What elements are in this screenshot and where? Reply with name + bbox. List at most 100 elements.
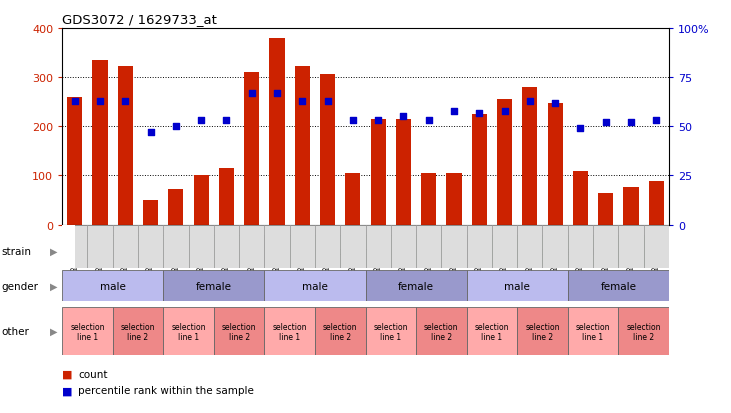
Text: female: female	[600, 281, 636, 291]
Point	[448, 108, 460, 114]
Bar	[442, 225, 466, 268]
Bar	[213, 225, 239, 268]
Text: female: female	[398, 281, 434, 291]
Bar	[518, 225, 542, 268]
Point	[170, 124, 182, 131]
Bar	[194, 176, 209, 225]
Text: ■: ■	[62, 385, 72, 395]
Point	[246, 90, 257, 97]
Bar	[163, 308, 213, 355]
Bar	[168, 190, 183, 225]
Text: selection
line 1: selection line 1	[374, 322, 408, 341]
Bar	[118, 67, 133, 225]
Bar	[466, 271, 568, 301]
Bar	[371, 120, 386, 225]
Bar	[497, 100, 512, 225]
Text: ▶: ▶	[50, 281, 57, 291]
Bar	[598, 193, 613, 225]
Text: control: control	[145, 246, 181, 256]
Text: ■: ■	[62, 369, 72, 379]
Bar	[265, 308, 315, 355]
Text: alcohol resistant: alcohol resistant	[322, 246, 409, 256]
Bar	[219, 169, 234, 225]
Bar	[67, 97, 83, 225]
Bar	[320, 74, 335, 225]
Point	[221, 118, 232, 124]
Bar	[568, 308, 618, 355]
Bar	[542, 225, 568, 268]
Bar	[189, 225, 213, 268]
Bar	[643, 225, 669, 268]
Text: selection
line 1: selection line 1	[171, 322, 206, 341]
Text: selection
line 2: selection line 2	[626, 322, 661, 341]
Text: selection
line 2: selection line 2	[121, 322, 155, 341]
Text: count: count	[78, 369, 107, 379]
Bar	[618, 225, 643, 268]
Point	[322, 98, 333, 105]
Bar	[395, 120, 411, 225]
Bar	[88, 225, 113, 268]
Bar	[466, 308, 518, 355]
Bar	[669, 225, 681, 268]
Bar	[62, 225, 75, 268]
Bar	[315, 308, 366, 355]
Point	[625, 120, 637, 126]
Bar	[421, 173, 436, 225]
Bar	[315, 225, 340, 268]
Point	[499, 108, 510, 114]
Bar	[522, 88, 537, 225]
Bar	[163, 271, 265, 301]
Bar	[113, 308, 163, 355]
Text: alcohol sensitive: alcohol sensitive	[524, 246, 611, 256]
Text: female: female	[196, 281, 232, 291]
Text: other: other	[1, 326, 29, 337]
Point	[474, 110, 485, 116]
Text: male: male	[504, 281, 530, 291]
Text: ▶: ▶	[50, 246, 57, 256]
Point	[398, 114, 409, 121]
Point	[145, 130, 156, 136]
Bar	[447, 173, 461, 225]
Text: male: male	[99, 281, 126, 291]
Bar	[568, 271, 669, 301]
Bar	[648, 182, 664, 225]
Bar	[62, 271, 163, 301]
Point	[297, 98, 308, 105]
Bar	[143, 201, 158, 225]
Bar	[62, 308, 113, 355]
Bar	[113, 225, 138, 268]
Bar	[466, 225, 492, 268]
Point	[651, 118, 662, 124]
Point	[600, 120, 612, 126]
Text: ▶: ▶	[50, 326, 57, 337]
Text: selection
line 1: selection line 1	[70, 322, 105, 341]
Bar	[138, 225, 163, 268]
Bar	[289, 225, 315, 268]
Point	[347, 118, 359, 124]
Text: GDS3072 / 1629733_at: GDS3072 / 1629733_at	[62, 13, 217, 26]
Bar	[391, 225, 416, 268]
Point	[271, 90, 283, 97]
Text: gender: gender	[1, 281, 39, 291]
Text: selection
line 1: selection line 1	[474, 322, 510, 341]
Bar	[624, 188, 638, 225]
Bar	[548, 104, 563, 225]
Bar	[244, 73, 260, 225]
Text: male: male	[302, 281, 328, 291]
Bar	[213, 308, 265, 355]
Bar	[239, 225, 265, 268]
Bar	[492, 225, 518, 268]
Bar	[92, 61, 107, 225]
Text: selection
line 2: selection line 2	[424, 322, 458, 341]
Bar	[265, 225, 289, 268]
Point	[524, 98, 536, 105]
Bar	[62, 235, 265, 266]
Text: selection
line 2: selection line 2	[323, 322, 357, 341]
Text: percentile rank within the sample: percentile rank within the sample	[78, 385, 254, 395]
Bar	[416, 308, 466, 355]
Bar	[466, 235, 669, 266]
Point	[575, 126, 586, 132]
Bar	[345, 173, 360, 225]
Bar	[568, 225, 593, 268]
Bar	[366, 271, 466, 301]
